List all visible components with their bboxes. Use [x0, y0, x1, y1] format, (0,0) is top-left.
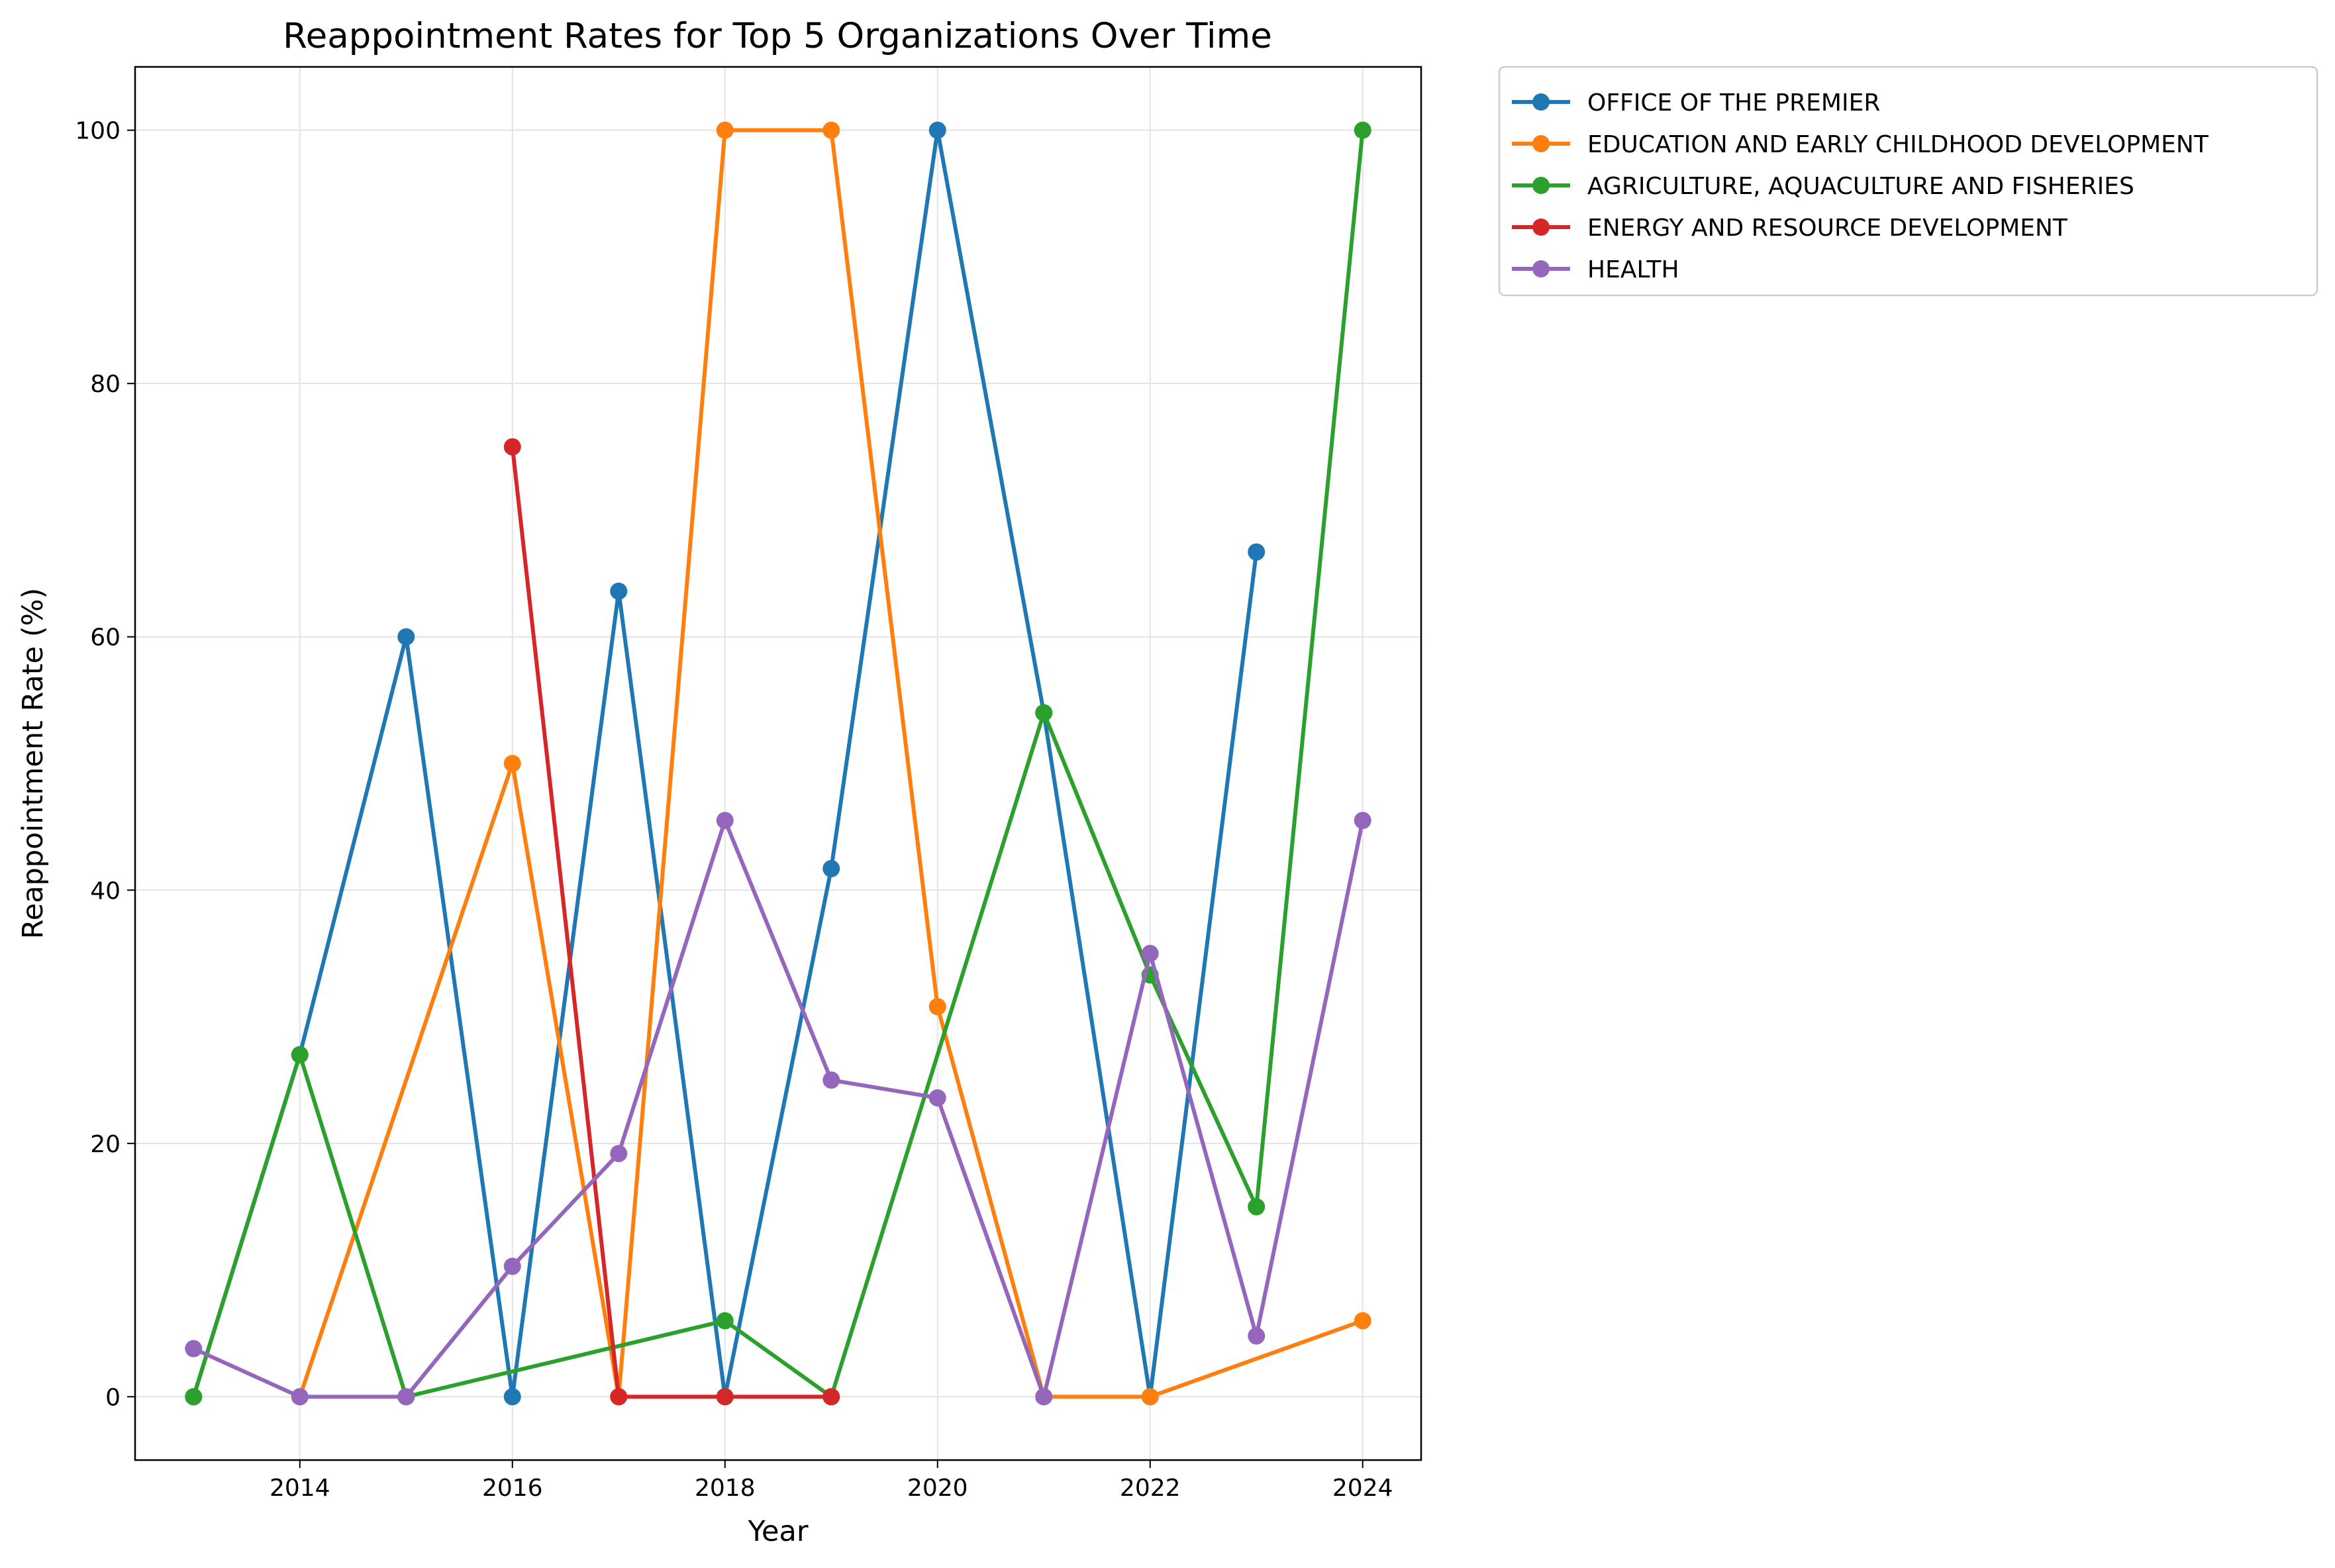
data-point	[503, 1388, 521, 1406]
data-point	[610, 1388, 628, 1406]
legend-label: HEALTH	[1587, 256, 1679, 283]
x-tick-label: 2018	[695, 1475, 756, 1502]
data-point	[822, 1071, 840, 1089]
data-point	[291, 1388, 309, 1406]
data-point	[822, 859, 840, 877]
data-point	[397, 1388, 415, 1406]
plot-frame	[134, 66, 1422, 1461]
data-point	[185, 1340, 203, 1357]
legend-label: EDUCATION AND EARLY CHILDHOOD DEVELOPMEN…	[1587, 131, 2209, 158]
y-tick-label: 60	[90, 624, 121, 652]
data-point	[291, 1046, 309, 1063]
x-tick-label: 2022	[1120, 1475, 1181, 1502]
data-point	[1248, 543, 1266, 561]
data-point	[1141, 1388, 1159, 1406]
data-point	[928, 998, 946, 1016]
series-line	[510, 444, 834, 1399]
legend-item-1: EDUCATION AND EARLY CHILDHOOD DEVELOPMEN…	[1512, 131, 2209, 158]
x-tick-label: 2014	[270, 1475, 330, 1502]
data-point	[503, 438, 521, 456]
legend-marker	[1532, 177, 1550, 194]
y-axis-label: Reappointment Rate (%)	[17, 588, 50, 940]
data-point	[1248, 1327, 1266, 1345]
x-axis-ticks: 2014 2016 2018 2020 2022 2024	[270, 1460, 1393, 1502]
y-axis-ticks: 0 20 40 60 80 100	[75, 118, 135, 1411]
series-layer	[185, 121, 1371, 1406]
legend-label: OFFICE OF THE PREMIER	[1587, 89, 1880, 117]
legend-item-0: OFFICE OF THE PREMIER	[1512, 89, 1880, 117]
series-4	[185, 812, 1371, 1406]
data-point	[1354, 812, 1371, 830]
legend-marker	[1532, 135, 1550, 152]
data-point	[1035, 704, 1053, 722]
legend-item-3: ENERGY AND RESOURCE DEVELOPMENT	[1512, 215, 2068, 242]
data-point	[1141, 944, 1159, 962]
chart-title: Reappointment Rates for Top 5 Organizati…	[283, 16, 1272, 56]
legend-label: AGRICULTURE, AQUACULTURE AND FISHERIES	[1587, 173, 2134, 200]
data-point	[716, 1312, 734, 1330]
y-tick-label: 40	[90, 877, 121, 905]
x-tick-label: 2024	[1332, 1475, 1393, 1502]
data-point	[928, 121, 946, 139]
data-point	[1248, 1198, 1266, 1216]
data-point	[610, 1145, 628, 1163]
legend-item-4: HEALTH	[1512, 256, 1679, 283]
data-point	[185, 1388, 203, 1406]
data-point	[716, 1388, 734, 1406]
y-tick-label: 80	[90, 371, 121, 398]
legend-marker	[1532, 260, 1550, 277]
data-point	[928, 1089, 946, 1106]
x-tick-label: 2016	[482, 1475, 543, 1502]
legend-frame	[1498, 66, 2318, 297]
legend-marker	[1532, 219, 1550, 236]
legend: OFFICE OF THE PREMIER EDUCATION AND EARLY…	[1498, 66, 2318, 297]
data-point	[716, 121, 734, 139]
legend-item-2: AGRICULTURE, AQUACULTURE AND FISHERIES	[1512, 173, 2134, 200]
data-point	[610, 582, 628, 600]
data-point	[822, 121, 840, 139]
series-3	[503, 438, 840, 1406]
series-line	[191, 818, 1365, 1399]
y-tick-label: 0	[105, 1384, 121, 1411]
x-axis-label: Year	[747, 1515, 808, 1548]
data-point	[1354, 1312, 1371, 1330]
x-tick-label: 2020	[907, 1475, 968, 1502]
data-point	[503, 1257, 521, 1275]
data-point	[1035, 1388, 1053, 1406]
y-tick-label: 20	[90, 1131, 121, 1158]
y-tick-label: 100	[75, 118, 121, 145]
data-point	[397, 628, 415, 646]
data-point	[1354, 121, 1371, 139]
legend-marker	[1532, 93, 1550, 111]
legend-label: ENERGY AND RESOURCE DEVELOPMENT	[1587, 215, 2068, 242]
data-point	[822, 1388, 840, 1406]
data-point	[716, 812, 734, 830]
data-point	[503, 755, 521, 772]
